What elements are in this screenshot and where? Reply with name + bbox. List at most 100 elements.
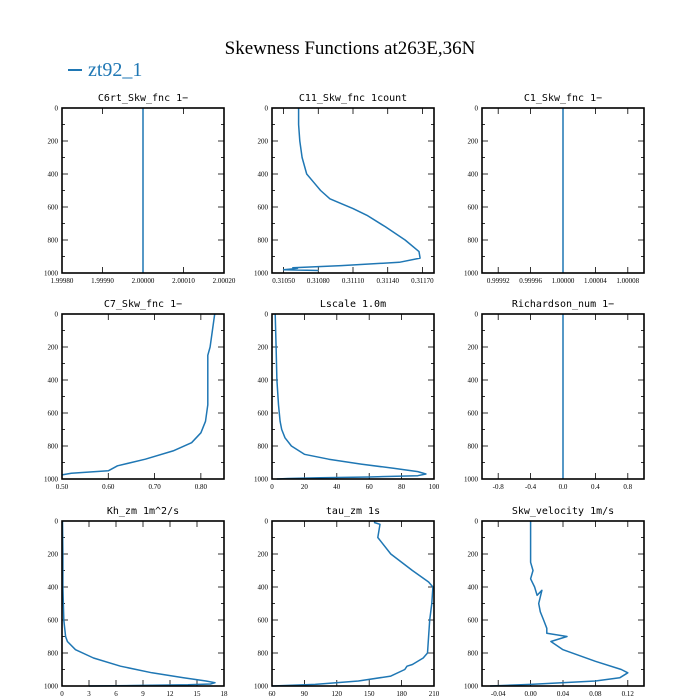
- plot-frame: [61, 520, 225, 687]
- x-tick-label: 0.12: [622, 690, 635, 698]
- y-tick-label: 0: [55, 105, 59, 113]
- y-tick-label: 200: [258, 551, 269, 559]
- x-tick-label: 2.00010: [172, 277, 195, 285]
- x-tick-label: 0.31110: [342, 277, 365, 285]
- figure-title: Skewness Functions at263E,36N: [225, 38, 476, 59]
- x-tick-label: 60: [269, 690, 277, 698]
- x-tick-label: 0.04: [557, 690, 570, 698]
- x-tick-label: 0.8: [623, 483, 632, 491]
- y-tick-label: 1000: [254, 683, 269, 691]
- x-tick-label: 1.00000: [552, 277, 575, 285]
- x-tick-label: 12: [167, 690, 175, 698]
- y-tick-label: 200: [258, 344, 269, 352]
- x-tick-label: 2.00000: [132, 277, 155, 285]
- x-tick-label: 0.70: [148, 483, 161, 491]
- x-tick-label: 0.08: [589, 690, 602, 698]
- x-tick-label: 120: [332, 690, 343, 698]
- panel-title: C6rt_Skw_fnc 1−: [98, 93, 188, 104]
- y-tick-label: 600: [48, 410, 59, 418]
- legend-label: zt92_1: [88, 59, 142, 81]
- y-tick-label: 1000: [464, 476, 479, 484]
- y-tick-label: 800: [258, 443, 269, 451]
- chart-panel: Skw_velocity 1m/s 0 200 400 600 800 1000 -0.04 0…: [464, 506, 645, 698]
- plot-frame: [61, 107, 225, 274]
- x-tick-label: 1.00004: [584, 277, 607, 285]
- y-tick-label: 400: [258, 171, 269, 179]
- x-tick-label: 3: [87, 690, 91, 698]
- y-tick-label: 1000: [254, 476, 269, 484]
- y-tick-label: 600: [258, 410, 269, 418]
- chart-panel: C11_Skw_fnc 1count020040060080010000.310…: [254, 93, 435, 285]
- y-tick-label: 600: [258, 617, 269, 625]
- x-tick-label: 0.99996: [519, 277, 542, 285]
- y-tick-label: 400: [48, 584, 59, 592]
- panel-title: Richardson_num 1−: [512, 299, 614, 310]
- x-tick-label: 100: [429, 483, 440, 491]
- series-line: [61, 520, 216, 687]
- y-tick-label: 800: [48, 650, 59, 658]
- x-tick-label: -0.8: [493, 483, 505, 491]
- y-tick-label: 600: [468, 410, 479, 418]
- y-tick-label: 600: [48, 617, 59, 625]
- x-tick-label: 210: [429, 690, 440, 698]
- y-tick-label: 800: [258, 237, 269, 245]
- y-tick-label: 400: [468, 171, 479, 179]
- y-tick-label: 800: [48, 237, 59, 245]
- y-tick-label: 1000: [464, 683, 479, 691]
- legend: zt92_1: [68, 59, 142, 81]
- plot-frame: [271, 313, 435, 480]
- x-tick-label: 0.60: [102, 483, 115, 491]
- y-tick-label: 200: [48, 344, 59, 352]
- panel-title: Kh_zm 1m^2/s: [107, 506, 179, 517]
- x-tick-label: 20: [301, 483, 309, 491]
- series-line: [282, 108, 421, 272]
- y-tick-label: 400: [258, 584, 269, 592]
- y-tick-label: 800: [258, 650, 269, 658]
- x-tick-label: 60: [366, 483, 374, 491]
- y-tick-label: 0: [265, 311, 269, 319]
- x-tick-label: 1.99980: [51, 277, 74, 285]
- x-tick-label: 0.31140: [376, 277, 399, 285]
- plot-frame: [481, 520, 645, 687]
- x-tick-label: 80: [398, 483, 406, 491]
- panel-title: C1_Skw_fnc 1−: [524, 93, 602, 104]
- plot-frame: [61, 313, 225, 480]
- x-tick-label: 6: [114, 690, 118, 698]
- y-tick-label: 1000: [44, 270, 59, 278]
- y-tick-label: 0: [265, 518, 269, 526]
- panel-title: C11_Skw_fnc 1count: [299, 93, 407, 104]
- panel-title: Lscale 1.0m: [320, 299, 386, 310]
- y-tick-label: 0: [475, 105, 479, 113]
- series-line: [271, 521, 434, 687]
- x-tick-label: 0.80: [195, 483, 208, 491]
- y-tick-label: 200: [48, 138, 59, 146]
- plot-frame: [271, 107, 435, 274]
- y-tick-label: 1000: [464, 270, 479, 278]
- plot-frame: [271, 520, 435, 687]
- plot-frame: [481, 313, 645, 480]
- y-tick-label: 800: [468, 650, 479, 658]
- x-tick-label: 18: [221, 690, 229, 698]
- x-tick-label: 0.0: [559, 483, 568, 491]
- x-tick-label: 1.00008: [616, 277, 639, 285]
- y-tick-label: 1000: [44, 476, 59, 484]
- y-tick-label: 200: [48, 551, 59, 559]
- x-tick-label: -0.4: [525, 483, 537, 491]
- x-tick-label: 0.31080: [307, 277, 330, 285]
- y-tick-label: 400: [468, 584, 479, 592]
- chart-panel: Richardson_num 1− 0 200 400 600 800 1000 -0.8 -0…: [464, 299, 645, 491]
- panel-title: C7_Skw_fnc 1−: [104, 299, 182, 310]
- x-tick-label: 0.4: [591, 483, 600, 491]
- y-tick-label: 800: [48, 443, 59, 451]
- y-tick-label: 400: [48, 171, 59, 179]
- y-tick-label: 400: [48, 377, 59, 385]
- x-tick-label: 0: [60, 690, 64, 698]
- y-tick-label: 0: [265, 105, 269, 113]
- y-tick-label: 0: [475, 311, 479, 319]
